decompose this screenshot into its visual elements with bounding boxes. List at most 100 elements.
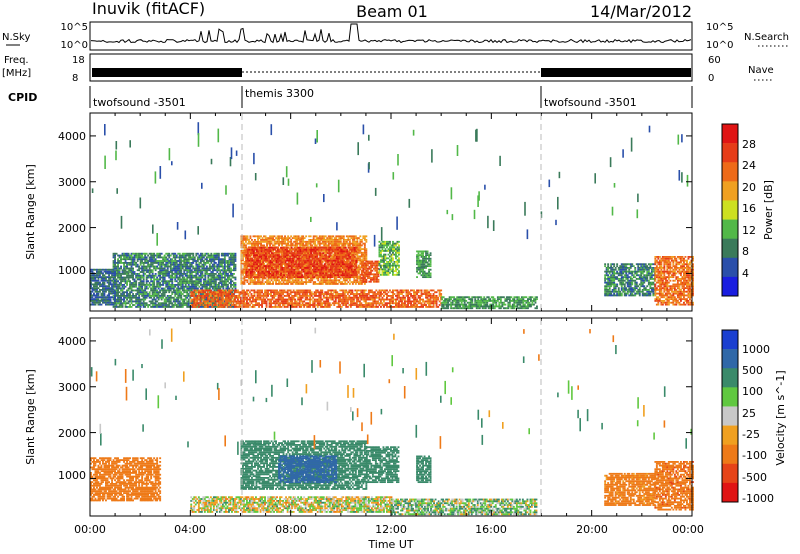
power-echo-cell — [195, 254, 198, 257]
power-echo-cell — [147, 254, 150, 257]
power-echo-cell — [256, 263, 258, 266]
power-echo-cell — [348, 239, 351, 241]
power-echo-cell — [234, 265, 237, 268]
power-echo-cell — [240, 273, 243, 276]
power-echo-cell — [321, 242, 324, 245]
power-echo-cell — [273, 244, 276, 247]
power-echo-cell — [178, 271, 181, 273]
power-echo-cell — [112, 287, 115, 290]
power-echo-cell — [281, 276, 284, 279]
power-echo-cell — [211, 260, 214, 262]
power-echo-cell — [302, 261, 305, 264]
power-echo-cell — [318, 242, 321, 245]
power-echo-cell — [253, 261, 255, 264]
power-echo-cell — [118, 278, 121, 281]
power-echo-cell — [305, 274, 308, 277]
power-echo-cell — [290, 267, 293, 269]
power-echo-cell — [151, 300, 154, 303]
power-echo-cell — [365, 280, 368, 283]
power-echo-cell — [184, 265, 187, 268]
power-echo-cell — [280, 250, 282, 253]
power-echo-cell — [169, 260, 172, 262]
power-echo-cell — [172, 273, 175, 275]
power-echo-cell — [357, 242, 360, 245]
power-echo-cell — [329, 283, 332, 285]
power-echo-cell — [307, 256, 310, 258]
power-echo-cell — [341, 272, 344, 275]
power-echo-cell — [115, 284, 118, 286]
power-echo-cell — [183, 280, 186, 283]
power-echo-cell — [147, 276, 150, 279]
power-echo-cell — [320, 252, 323, 255]
power-echo-cell — [243, 239, 246, 241]
power-echo-cell — [273, 239, 276, 241]
power-echo-cell — [266, 263, 269, 266]
power-echo-cell — [282, 259, 285, 262]
power-echo-cell — [353, 246, 356, 249]
power-echo-cell — [362, 269, 365, 272]
power-echo-cell — [325, 274, 328, 277]
power-echo-cell — [278, 251, 280, 254]
power-echo-cell — [136, 276, 139, 279]
power-echo-cell — [271, 257, 273, 260]
cpid-label: CPID — [8, 91, 37, 104]
power-echo-cell — [135, 306, 138, 308]
power-echo-cell — [118, 302, 121, 305]
power-echo-cell — [263, 248, 266, 251]
power-echo-cell — [183, 298, 186, 301]
power-echo-cell — [117, 263, 119, 266]
power-echo-cell — [253, 263, 255, 266]
power-echo-cell — [270, 235, 273, 238]
power-echo-cell — [256, 257, 258, 260]
power-echo-cell — [153, 296, 156, 299]
power-echo-cell — [392, 268, 394, 271]
power-echo-cell — [175, 298, 178, 301]
power-echo-cell — [151, 293, 154, 295]
power-echo-cell — [148, 274, 151, 277]
power-echo-cell — [157, 285, 160, 288]
power-echo-cell — [183, 300, 186, 303]
power-echo-cell — [222, 254, 225, 257]
power-echo-cell — [225, 282, 228, 284]
power-echo-cell — [198, 280, 201, 283]
power-echo-cell — [198, 265, 201, 268]
power-echo-cell — [196, 282, 199, 284]
power-echo-cell — [223, 289, 226, 292]
power-echo-cell — [169, 306, 172, 308]
power-echo-cell — [175, 287, 178, 290]
power-echo-cell — [240, 237, 243, 240]
power-echo-cell — [285, 279, 288, 282]
power-echo-cell — [318, 239, 321, 241]
power-echo-cell — [162, 269, 165, 272]
power-echo-cell — [171, 260, 174, 262]
power-echo-cell — [147, 271, 150, 273]
power-echo-cell — [120, 295, 122, 297]
power-echo-cell — [129, 254, 131, 257]
power-echo-cell — [350, 272, 353, 275]
power-echo-cell — [337, 246, 340, 249]
power-echo-cell — [338, 240, 341, 243]
power-echo-cell — [293, 252, 296, 255]
power-echo-cell — [340, 256, 343, 258]
power-echo-cell — [301, 246, 304, 249]
power-echo-cell — [205, 265, 208, 268]
power-echo-cell — [162, 293, 165, 295]
power-echo-cell — [276, 237, 279, 240]
power-echo-cell — [284, 240, 286, 243]
power-echo-cell — [269, 265, 272, 268]
power-echo-cell — [348, 277, 351, 280]
power-echo-cell — [365, 250, 368, 252]
power-echo-cell — [129, 276, 131, 279]
power-echo-cell — [298, 259, 301, 262]
power-echo-cell — [360, 279, 363, 282]
power-echo-cell — [297, 283, 300, 285]
power-echo-cell — [348, 272, 351, 274]
power-echo-cell — [132, 293, 134, 295]
power-echo-cell — [342, 257, 345, 260]
power-echo-cell — [231, 276, 234, 279]
power-echo-cell — [298, 252, 301, 255]
power-echo-cell — [329, 262, 332, 265]
power-echo-cell — [233, 262, 235, 264]
power-echo-cell — [156, 296, 159, 299]
power-echo-cell — [169, 302, 172, 305]
